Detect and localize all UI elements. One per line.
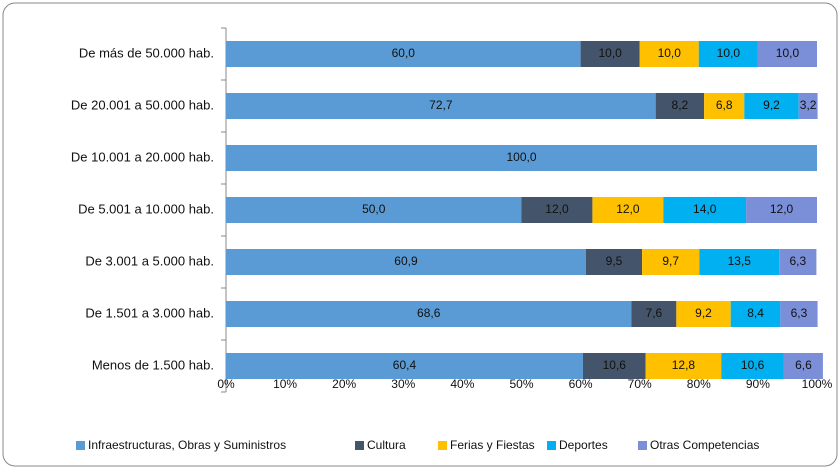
bar-segment [779,249,817,275]
category-label: De 3.001 a 5.000 hab. [85,253,214,268]
data-label: 13,5 [728,254,752,268]
data-label: 10,0 [717,46,741,60]
data-label: 8,2 [672,98,689,112]
data-label: 6,6 [795,358,812,372]
legend-label: Cultura [367,438,406,452]
data-label: 10,0 [658,46,682,60]
bar-segment [780,301,818,327]
bar-segment [642,249,700,275]
x-tick-label: 10% [273,377,297,391]
bar-segment [521,197,593,223]
bar-segment [226,249,586,275]
x-tick-label: 20% [332,377,356,391]
data-label: 8,4 [747,306,764,320]
x-tick-label: 80% [687,377,711,391]
bar-segment [639,41,699,67]
x-tick-label: 0% [217,377,235,391]
data-label: 10,0 [776,46,800,60]
bar-segment [744,93,799,119]
bar-segment [226,301,632,327]
category-label: De 5.001 a 10.000 hab. [78,201,214,216]
legend-swatch [547,441,556,450]
bar-segment [226,145,817,171]
bar-segment [721,353,784,379]
chart-border [2,2,838,467]
legend-label: Otras Competencias [650,438,759,452]
x-tick-label: 70% [628,377,652,391]
bar-segment [585,249,643,275]
bar-segment [699,249,780,275]
bar-segment [580,41,640,67]
bar-segment [757,41,817,67]
category-label: De más de 50.000 hab. [79,45,214,60]
x-tick-label: 50% [509,377,533,391]
data-label: 6,8 [716,98,733,112]
data-label: 6,3 [789,254,806,268]
x-tick-label: 60% [569,377,593,391]
category-label: De 20.001 a 50.000 hab. [71,97,214,112]
bar-segment [226,41,581,67]
bar-segment [226,353,583,379]
bar-segment [676,301,731,327]
legend-swatch [76,441,85,450]
data-label: 12,0 [770,202,794,216]
data-label: 9,2 [763,98,780,112]
data-label: 60,9 [394,254,418,268]
data-label: 12,8 [672,358,696,372]
legend-label: Deportes [559,438,608,452]
x-tick-label: 30% [391,377,415,391]
data-label: 60,4 [393,358,417,372]
bar-segment [592,197,664,223]
data-label: 12,0 [616,202,640,216]
bar-segment [655,93,705,119]
legend-label: Infraestructuras, Obras y Suministros [88,438,286,452]
x-tick-label: 100% [802,377,833,391]
bar-segment [730,301,781,327]
bar-segment [582,353,646,379]
bar-segment [783,353,823,379]
bar-segment [226,93,656,119]
x-tick-label: 90% [746,377,770,391]
data-label: 10,6 [603,358,627,372]
data-label: 9,2 [695,306,712,320]
legend-label: Ferias y Fiestas [450,438,535,452]
legend-swatch [638,441,647,450]
data-label: 50,0 [362,202,386,216]
data-label: 14,0 [693,202,717,216]
bar-segment [704,93,745,119]
category-label: De 1.501 a 3.000 hab. [85,305,214,320]
legend-swatch [438,441,447,450]
data-label: 7,6 [646,306,663,320]
data-label: 60,0 [392,46,416,60]
data-label: 12,0 [545,202,569,216]
bar-segment [663,197,747,223]
bar-segment [798,93,818,119]
bar-segment [226,197,522,223]
bar-segment [698,41,758,67]
category-label: De 10.001 a 20.000 hab. [71,149,214,164]
x-tick-label: 40% [450,377,474,391]
bar-segment [746,197,817,223]
bar-segment [645,353,722,379]
data-label: 68,6 [417,306,441,320]
data-label: 100,0 [506,150,536,164]
data-label: 10,0 [598,46,622,60]
category-label: Menos de 1.500 hab. [92,357,214,372]
data-label: 10,6 [741,358,765,372]
legend-swatch [355,441,364,450]
data-label: 72,7 [429,98,453,112]
data-label: 3,2 [800,98,817,112]
data-label: 9,7 [662,254,679,268]
bar-segment [631,301,677,327]
data-label: 9,5 [606,254,623,268]
data-label: 6,3 [791,306,808,320]
